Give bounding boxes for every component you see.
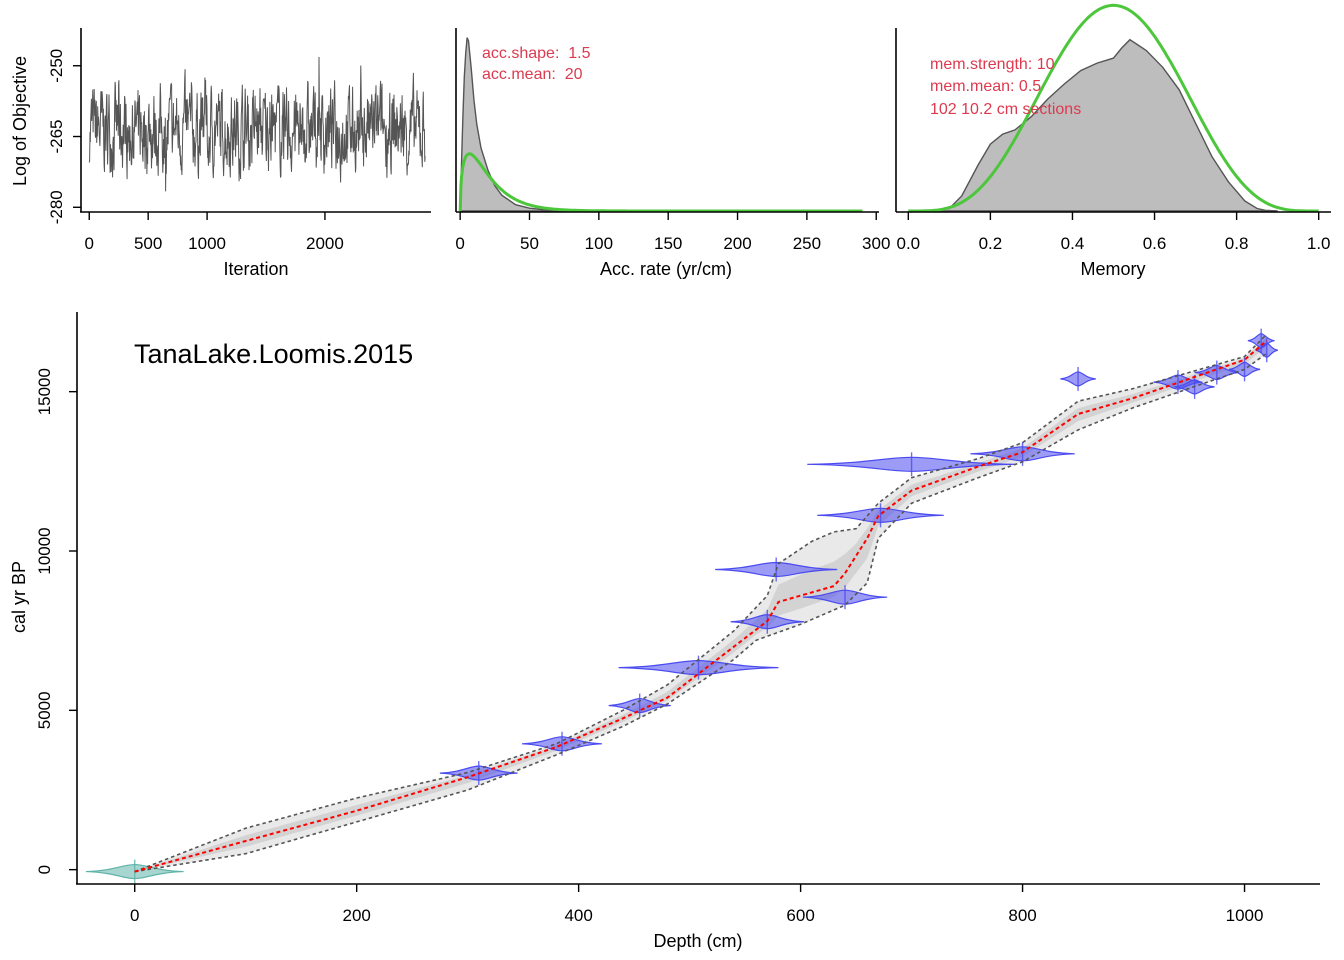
acc-xtick-label: 50 bbox=[520, 234, 539, 253]
acc-shape-annotation: acc.shape: 1.5 bbox=[482, 45, 591, 62]
agedepth-xtick-label: 1000 bbox=[1226, 906, 1264, 925]
trace-x-axis-title: Iteration bbox=[223, 259, 288, 279]
mean-age-model-line bbox=[134, 339, 1268, 873]
log-objective-trace-panel: 0 500 1000 2000 -250 -265 -280 Iteration Log … bbox=[10, 28, 431, 279]
log-objective-trace-line bbox=[88, 56, 426, 192]
mem-mean-annotation: mem.mean: 0.5 bbox=[930, 78, 1041, 95]
lower-95-percent-bound bbox=[134, 352, 1268, 873]
agedepth-xtick-label: 800 bbox=[1008, 906, 1036, 925]
core-name-title: TanaLake.Loomis.2015 bbox=[134, 339, 413, 369]
mem-prior-curve bbox=[908, 3, 1319, 213]
agedepth-ytick-label: 5000 bbox=[35, 691, 54, 729]
acc-prior-curve bbox=[458, 152, 863, 213]
mem-xtick-label: 1.0 bbox=[1307, 234, 1331, 253]
acc-xtick-label: 250 bbox=[793, 234, 821, 253]
trace-xtick-label: 1000 bbox=[188, 234, 226, 253]
agedepth-xtick-label: 600 bbox=[786, 906, 814, 925]
acc-xtick-label: 200 bbox=[723, 234, 751, 253]
trace-xtick-label: 500 bbox=[134, 234, 162, 253]
acc-mean-annotation: acc.mean: 20 bbox=[482, 66, 583, 83]
trace-xtick-label: 0 bbox=[85, 234, 94, 253]
acc-posterior-density bbox=[459, 37, 863, 212]
agedepth-xtick-label: 0 bbox=[130, 906, 139, 925]
age-axis-title: cal yr BP bbox=[9, 561, 29, 633]
trace-ytick-label: -280 bbox=[47, 190, 66, 224]
acc-x-axis-title: Acc. rate (yr/cm) bbox=[600, 259, 732, 279]
age-model-uncertainty-envelope bbox=[134, 334, 1267, 872]
trace-y-axis-title: Log of Objective bbox=[10, 56, 30, 186]
acc-xtick-label: 300 bbox=[862, 234, 890, 253]
mem-xtick-label: 0.6 bbox=[1143, 234, 1167, 253]
acc-xtick-label: 100 bbox=[585, 234, 613, 253]
mem-xtick-label: 0.0 bbox=[896, 234, 920, 253]
mem-xtick-label: 0.2 bbox=[979, 234, 1003, 253]
mem-xtick-label: 0.4 bbox=[1061, 234, 1085, 253]
agedepth-ytick-label: 15000 bbox=[35, 368, 54, 415]
trace-ytick-label: -265 bbox=[47, 119, 66, 153]
age-depth-model-panel: 0 200 400 600 800 1000 0 5000 10000 15000 TanaLa… bbox=[9, 312, 1320, 951]
acc-xtick-label: 150 bbox=[654, 234, 682, 253]
mem-posterior-density bbox=[928, 38, 1278, 212]
agedepth-xtick-label: 200 bbox=[342, 906, 370, 925]
acc-xtick-label: 0 bbox=[455, 234, 464, 253]
agedepth-ytick-label: 10000 bbox=[35, 527, 54, 574]
trace-ytick-label: -250 bbox=[47, 49, 66, 83]
memory-panel: 0.0 0.2 0.4 0.6 0.8 1.0 mem.strength: 10 mem.… bbox=[895, 3, 1331, 279]
agedepth-xtick-label: 400 bbox=[564, 906, 592, 925]
sections-annotation: 102 10.2 cm sections bbox=[930, 101, 1081, 118]
mem-x-axis-title: Memory bbox=[1080, 259, 1145, 279]
depth-axis-title: Depth (cm) bbox=[653, 931, 742, 951]
mem-strength-annotation: mem.strength: 10 bbox=[930, 56, 1055, 73]
agedepth-ytick-label: 0 bbox=[35, 865, 54, 874]
mem-xtick-label: 0.8 bbox=[1225, 234, 1249, 253]
accumulation-rate-panel: 0 50 100 150 200 250 300 acc.shape: 1.5 acc.me… bbox=[455, 28, 890, 279]
upper-95-percent-bound bbox=[134, 333, 1268, 873]
trace-xtick-label: 2000 bbox=[306, 234, 344, 253]
